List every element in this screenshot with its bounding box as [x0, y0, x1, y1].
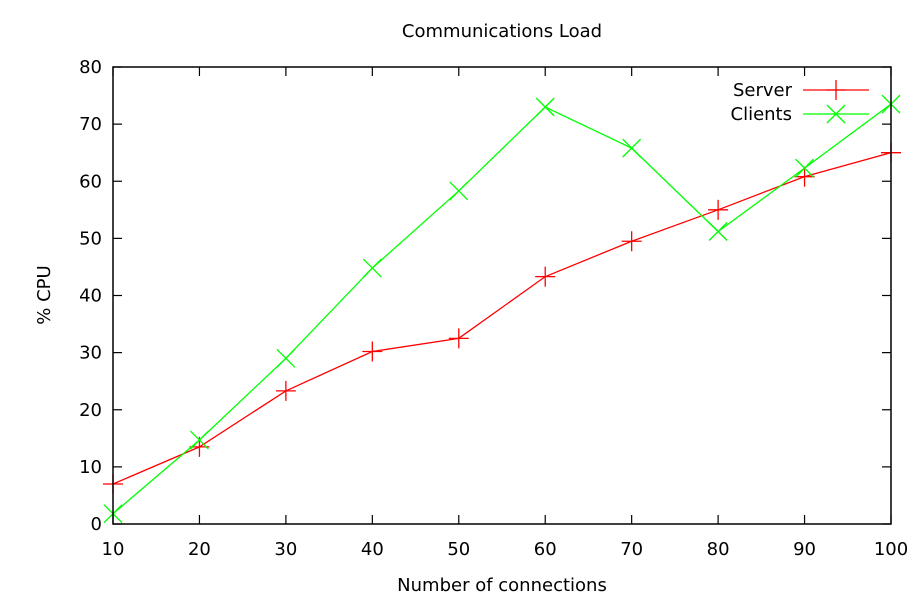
x-tick-label: 60	[534, 539, 557, 560]
data-point-server	[621, 231, 642, 252]
legend-label-server: Server	[733, 80, 793, 101]
series-line-clients	[112, 103, 892, 515]
x-tick-label: 30	[274, 539, 297, 560]
y-tick-label: 0	[91, 514, 102, 535]
data-point-clients	[362, 258, 382, 278]
x-axis-label: Number of connections	[397, 575, 607, 596]
y-tick-label: 20	[79, 400, 102, 421]
legend-marker-server	[826, 80, 846, 100]
series-line-server	[112, 152, 892, 485]
series-server	[103, 142, 901, 495]
y-tick-label: 60	[79, 171, 102, 192]
x-tick-label: 10	[102, 539, 125, 560]
series-clients	[103, 94, 901, 524]
data-point-clients	[622, 138, 642, 158]
data-point-server	[275, 380, 296, 401]
y-axis-label: % CPU	[34, 265, 55, 324]
data-point-server	[362, 341, 383, 362]
data-point-clients	[276, 348, 296, 368]
x-tick-label: 80	[707, 539, 730, 560]
data-point-server	[794, 166, 815, 187]
data-point-server	[448, 328, 469, 349]
data-point-clients	[795, 158, 815, 178]
data-point-clients	[189, 430, 209, 450]
legend-entry-clients: Clients	[731, 104, 869, 125]
x-tick-label: 20	[188, 539, 211, 560]
data-point-clients	[449, 181, 469, 201]
x-tick-label: 50	[447, 539, 470, 560]
legend-marker-clients	[826, 104, 846, 124]
y-tick-label: 70	[79, 114, 102, 135]
y-tick-label: 10	[79, 457, 102, 478]
y-tick-label: 80	[79, 57, 102, 78]
series-layer	[103, 94, 901, 524]
y-tick-label: 30	[79, 343, 102, 364]
data-point-clients	[535, 97, 555, 117]
data-point-clients	[708, 222, 728, 241]
y-tick-label: 50	[79, 228, 102, 249]
data-point-server	[708, 199, 729, 220]
legend-label-clients: Clients	[731, 104, 793, 125]
legend-entry-server: Server	[733, 80, 869, 101]
legend: Server Clients	[731, 80, 869, 125]
x-tick-label: 100	[874, 539, 908, 560]
plot-frame	[112, 66, 892, 525]
x-tick-label: 40	[361, 539, 384, 560]
y-tick-label: 40	[79, 286, 102, 307]
chart-title: Communications Load	[402, 21, 602, 42]
data-point-server	[535, 266, 556, 287]
x-tick-label: 70	[620, 539, 643, 560]
x-tick-label: 90	[793, 539, 816, 560]
